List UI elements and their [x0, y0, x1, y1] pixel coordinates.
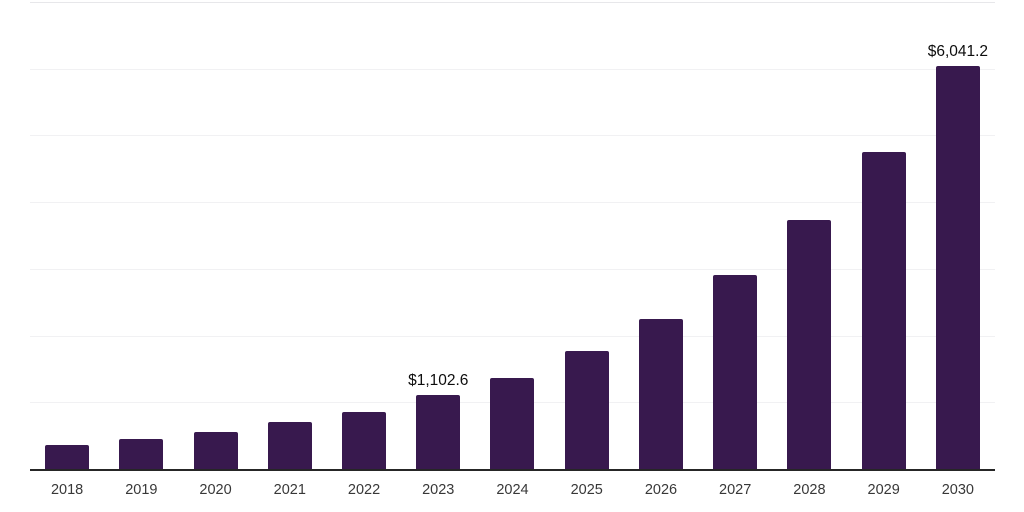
- bar-slot-2027: [698, 2, 772, 469]
- plot-area: $1,102.6 $6,041.2: [30, 2, 995, 471]
- gridline-6000: [30, 68, 995, 70]
- bar-2020[interactable]: [193, 431, 238, 469]
- x-tick-2019: 2019: [125, 482, 158, 498]
- x-tick-2022: 2022: [347, 482, 381, 498]
- x-tick-2018: 2018: [50, 482, 84, 498]
- bar-slot-2029: [847, 2, 921, 469]
- x-axis-tick-labels: 2018 2019 2020 2021 2022 2023 2024 2025 2026 2027…: [30, 480, 995, 500]
- bar-2030[interactable]: [935, 65, 980, 469]
- bar-slot-2028: [772, 2, 846, 469]
- gridline-2000: [30, 335, 995, 337]
- x-tick-2024: 2024: [496, 482, 529, 498]
- x-tick-2029: 2029: [867, 482, 900, 498]
- bar-2026[interactable]: [638, 318, 683, 469]
- bar-2019[interactable]: [119, 438, 164, 469]
- x-tick-2030: 2030: [941, 482, 974, 498]
- x-tick-2020: 2020: [199, 482, 232, 498]
- x-tick-2026: 2026: [644, 482, 678, 498]
- gridline-5000: [30, 135, 995, 137]
- bar-slot-2025: [550, 2, 624, 469]
- bar-slot-2020: [178, 2, 252, 469]
- bar-2018[interactable]: [45, 445, 90, 469]
- bar-2028[interactable]: [787, 220, 832, 469]
- bar-slot-2018: [30, 2, 104, 469]
- x-tick-2028: 2028: [793, 482, 826, 498]
- x-tick-2025: 2025: [570, 482, 603, 498]
- gridline-3000: [30, 268, 995, 270]
- bar-slot-2021: [253, 2, 327, 469]
- gridline-4000: [30, 202, 995, 204]
- x-tick-2027: 2027: [719, 482, 752, 498]
- bar-2025[interactable]: [564, 350, 609, 469]
- bar-2029[interactable]: [861, 151, 906, 469]
- x-tick-2023: 2023: [422, 482, 455, 498]
- bar-slot-2026: [624, 2, 698, 469]
- bar-slot-2022: [327, 2, 401, 469]
- bar-slot-2023: $1,102.6: [401, 2, 475, 469]
- data-label-2023: $1,102.6: [408, 372, 469, 390]
- bar-2023[interactable]: [416, 395, 461, 469]
- bar-2021[interactable]: [267, 421, 312, 469]
- bar-slot-2030: $6,041.2: [921, 2, 995, 469]
- gridline-7000: [30, 2, 995, 3]
- bar-slot-2024: [475, 2, 549, 469]
- bar-2022[interactable]: [342, 411, 387, 469]
- data-label-2030: $6,041.2: [927, 42, 989, 60]
- bar-2024[interactable]: [490, 377, 535, 469]
- bar-slot-2019: [104, 2, 178, 469]
- bar-2027[interactable]: [713, 275, 758, 469]
- x-tick-2021: 2021: [273, 482, 306, 498]
